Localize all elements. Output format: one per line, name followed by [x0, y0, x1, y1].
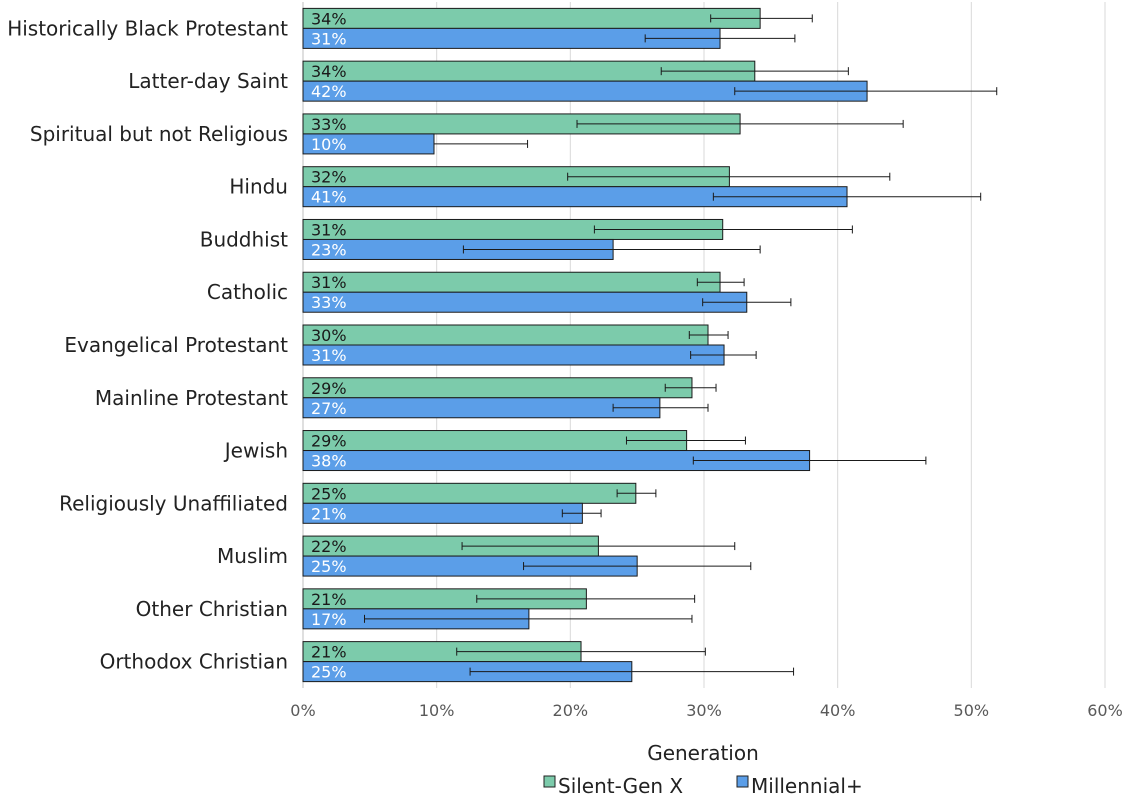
x-tick-label: 40%: [820, 701, 856, 720]
data-label: 33%: [311, 293, 347, 312]
x-tick-label: 30%: [686, 701, 722, 720]
bars: [302, 7, 868, 683]
data-label: 25%: [311, 484, 347, 503]
x-tick-label: 60%: [1087, 701, 1123, 720]
bar-silent-gen-x: [302, 7, 761, 29]
data-label: 31%: [311, 346, 347, 365]
bar-silent-gen-x: [302, 377, 693, 399]
data-label: 25%: [311, 663, 347, 682]
category-label: Hindu: [229, 175, 288, 199]
bar-millennial: [302, 291, 748, 313]
data-label: 31%: [311, 273, 347, 292]
category-label: Evangelical Protestant: [64, 333, 288, 357]
category-label: Spiritual but not Religious: [30, 122, 288, 146]
legend-label-silent-gen-x: Silent-Gen X: [558, 774, 683, 797]
category-label: Latter-day Saint: [128, 69, 288, 93]
bar-silent-gen-x: [302, 324, 709, 346]
data-label: 21%: [311, 590, 347, 609]
data-label: 17%: [311, 610, 347, 629]
legend-title: Generation: [647, 741, 759, 765]
legend-swatch-silent-gen-x: [543, 775, 556, 788]
data-label: 22%: [311, 537, 347, 556]
category-label: Jewish: [223, 439, 288, 463]
category-label: Historically Black Protestant: [7, 16, 288, 40]
category-label: Muslim: [217, 544, 288, 568]
data-label: 41%: [311, 188, 347, 207]
data-label: 31%: [311, 29, 347, 48]
data-label: 33%: [311, 115, 347, 134]
data-label: 38%: [311, 452, 347, 471]
data-label: 29%: [311, 432, 347, 451]
data-label: 34%: [311, 62, 347, 81]
x-tick-label: 50%: [954, 701, 990, 720]
bar-silent-gen-x: [302, 482, 637, 504]
legend: Generation Silent-Gen X Millennial+: [543, 741, 863, 797]
category-label: Buddhist: [200, 227, 288, 251]
data-label: 10%: [311, 135, 347, 154]
x-tick-label: 20%: [553, 701, 589, 720]
data-label: 23%: [311, 240, 347, 259]
legend-swatch-millennial: [736, 775, 749, 788]
data-label: 27%: [311, 399, 347, 418]
category-label: Other Christian: [136, 597, 288, 621]
category-label: Religiously Unaffiliated: [59, 491, 288, 515]
bar-millennial: [302, 397, 661, 419]
bar-millennial: [302, 344, 725, 366]
error-bars: [363, 14, 998, 676]
category-labels: Historically Black Protestant Latter-day …: [7, 16, 288, 673]
data-label: 30%: [311, 326, 347, 345]
data-label: 31%: [311, 220, 347, 239]
data-label: 32%: [311, 168, 347, 187]
x-tick-label: 10%: [419, 701, 455, 720]
data-label: 25%: [311, 557, 347, 576]
data-label: 34%: [311, 9, 347, 28]
data-label: 21%: [311, 643, 347, 662]
bar-silent-gen-x: [302, 271, 721, 293]
data-label: 21%: [311, 504, 347, 523]
category-label: Orthodox Christian: [100, 650, 288, 674]
category-label: Catholic: [207, 280, 288, 304]
category-label: Mainline Protestant: [95, 386, 288, 410]
x-tick-labels: 0% 10% 20% 30% 40% 50% 60%: [290, 701, 1122, 720]
legend-label-millennial: Millennial+: [751, 774, 863, 797]
x-tick-label: 0%: [290, 701, 315, 720]
bar-labels: 34%31%34%42%33%10%32%41%31%23%31%33%30%3…: [311, 9, 347, 681]
data-label: 29%: [311, 379, 347, 398]
data-label: 42%: [311, 82, 347, 101]
